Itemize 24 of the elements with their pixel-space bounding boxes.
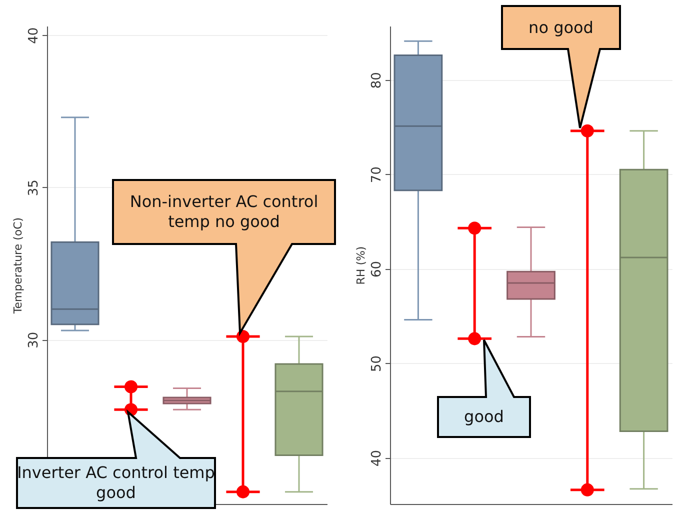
point [580,124,594,138]
annotation: no good [528,16,594,38]
y-axis-title: RH (%) [354,246,368,285]
y-tick-label: 40 [26,27,42,44]
point [468,222,482,235]
point [236,330,250,344]
y-axis-title: Temperature (oC) [12,217,24,315]
y-tick-label: 50 [370,355,384,372]
y-tick-label: 35 [26,180,42,196]
point [468,332,482,346]
speech-bubble: good [438,340,530,437]
y-tick-label: 30 [26,332,42,348]
annotation: good [463,406,505,428]
point [580,483,594,496]
speech-bubble: no good [502,6,620,128]
y-tick-label: 40 [370,450,384,466]
annotation: Non-inverter AC control temp no good [128,191,320,233]
point [236,485,250,498]
point [124,380,138,394]
speech-bubble: Inverter AC control temp good [17,412,215,508]
y-tick-label: 70 [370,166,384,184]
y-tick-label: 60 [370,261,384,278]
y-tick-label: 80 [370,72,384,89]
annotation: Inverter AC control temp good [17,462,215,504]
